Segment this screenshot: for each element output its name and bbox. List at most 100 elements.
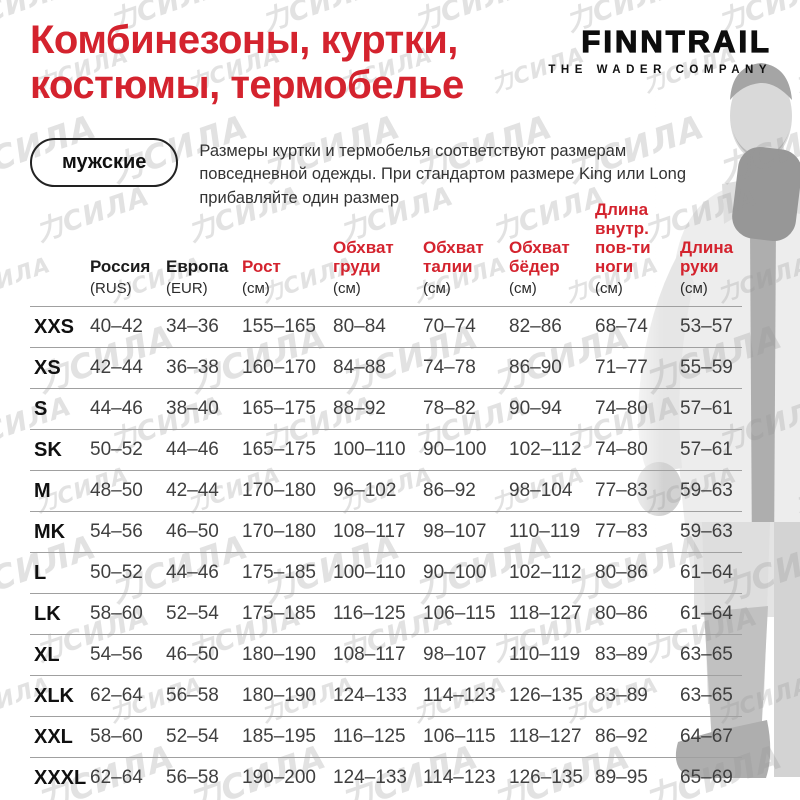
size-value: 83–89 — [595, 644, 648, 666]
size-value: 65–69 — [680, 767, 733, 789]
size-value: 59–63 — [680, 480, 733, 502]
column-header: Обхват талии (см) — [423, 238, 509, 297]
size-value: 114–123 — [423, 685, 496, 707]
size-value: 44–46 — [90, 398, 143, 420]
size-value: 86–92 — [595, 726, 648, 748]
size-label: XXS — [34, 315, 75, 338]
size-value: 56–58 — [166, 685, 219, 707]
column-header-label: Длина руки — [680, 238, 734, 277]
gender-badge: мужские — [30, 138, 179, 187]
size-value: 110–119 — [509, 521, 581, 543]
size-value: 118–127 — [509, 726, 582, 748]
size-value: 126–135 — [509, 767, 583, 789]
column-header-unit: (RUS) — [90, 280, 132, 298]
size-label: MK — [34, 520, 66, 543]
size-value: 90–100 — [423, 439, 487, 461]
table-row: SK 50–52 44–46 165–175 100–110 90–100 102–112 7… — [30, 429, 742, 470]
brand-name: FINNTRAIL — [581, 23, 772, 59]
size-value: 55–59 — [680, 357, 733, 379]
size-value: 185–195 — [242, 726, 316, 748]
column-header: Длина руки (см) — [680, 238, 742, 297]
size-value: 56–58 — [166, 767, 219, 789]
column-header-unit: (см) — [595, 280, 623, 298]
table-row: XXL 58–60 52–54 185–195 116–125 106–115 118–12… — [30, 716, 742, 757]
column-header-label: Европа — [166, 257, 229, 277]
column-header-unit: (EUR) — [166, 280, 208, 298]
man-photo — [618, 52, 800, 800]
column-header: Европа (EUR) — [166, 257, 242, 297]
column-header-label: Длина внутр. пов-ти ноги — [595, 200, 651, 277]
size-value: 124–133 — [333, 767, 407, 789]
size-value: 102–112 — [509, 439, 582, 461]
size-value: 59–63 — [680, 521, 733, 543]
size-value: 74–80 — [595, 439, 648, 461]
size-value: 110–119 — [509, 644, 581, 666]
size-value: 52–54 — [166, 603, 219, 625]
table-row: L 50–52 44–46 175–185 100–110 90–100 102–112 80… — [30, 552, 742, 593]
table-row: MK 54–56 46–50 170–180 108–117 98–107 110–119 7… — [30, 511, 742, 552]
size-value: 57–61 — [680, 439, 733, 461]
size-value: 50–52 — [90, 562, 143, 584]
size-value: 80–86 — [595, 562, 648, 584]
size-value: 61–64 — [680, 562, 733, 584]
size-value: 86–90 — [509, 357, 562, 379]
size-value: 165–175 — [242, 398, 316, 420]
size-value: 34–36 — [166, 316, 219, 338]
column-header-unit: (см) — [333, 280, 361, 298]
page-title-line1: Комбинезоны, куртки, — [30, 18, 458, 62]
size-value: 42–44 — [90, 357, 143, 379]
size-value: 64–67 — [680, 726, 733, 748]
size-value: 165–175 — [242, 439, 316, 461]
size-value: 98–107 — [423, 521, 487, 543]
size-value: 190–200 — [242, 767, 316, 789]
size-value: 100–110 — [333, 439, 406, 461]
size-value: 78–82 — [423, 398, 476, 420]
size-value: 42–44 — [166, 480, 219, 502]
size-value: 96–102 — [333, 480, 397, 502]
size-value: 106–115 — [423, 603, 496, 625]
size-value: 82–86 — [509, 316, 562, 338]
boot-shape — [675, 720, 771, 778]
size-value: 106–115 — [423, 726, 496, 748]
size-value: 90–100 — [423, 562, 487, 584]
size-value: 114–123 — [423, 767, 496, 789]
table-row: XLK 62–64 56–58 180–190 124–133 114–123 126–13… — [30, 675, 742, 716]
size-value: 44–46 — [166, 439, 219, 461]
size-value: 40–42 — [90, 316, 143, 338]
size-label: S — [34, 397, 48, 420]
size-table: Россия (RUS) Европа (EUR) Рост (см) Обхват груд… — [30, 200, 742, 798]
size-label: XS — [34, 356, 61, 379]
table-row: M 48–50 42–44 170–180 96–102 86–92 98–104 77–83… — [30, 470, 742, 511]
size-label: XLK — [34, 684, 74, 707]
size-value: 102–112 — [509, 562, 582, 584]
table-row: XS 42–44 36–38 160–170 84–88 74–78 86–90 71–77 5… — [30, 347, 742, 388]
size-value: 80–86 — [595, 603, 648, 625]
size-value: 100–110 — [333, 562, 406, 584]
column-header-unit: (см) — [509, 280, 537, 298]
size-value: 84–88 — [333, 357, 386, 379]
size-value: 68–74 — [595, 316, 648, 338]
size-value: 118–127 — [509, 603, 582, 625]
size-value: 61–64 — [680, 603, 733, 625]
size-value: 89–95 — [595, 767, 648, 789]
size-note: Размеры куртки и термобелья соответствую… — [199, 142, 687, 207]
table-row: LK 58–60 52–54 175–185 116–125 106–115 118–127… — [30, 593, 742, 634]
size-value: 54–56 — [90, 521, 143, 543]
page-title-line2: костюмы, термобелье — [30, 63, 464, 108]
size-value: 83–89 — [595, 685, 648, 707]
column-header-unit: (см) — [680, 280, 708, 298]
column-header: Рост (см) — [242, 257, 333, 297]
size-value: 108–117 — [333, 521, 406, 543]
scarf-shape — [732, 146, 800, 242]
column-header-unit: (см) — [242, 280, 270, 298]
size-value: 36–38 — [166, 357, 219, 379]
wader-shape — [704, 606, 768, 744]
size-value: 57–61 — [680, 398, 733, 420]
size-value: 52–54 — [166, 726, 219, 748]
column-header-label: Обхват бёдер — [509, 238, 570, 277]
brand-tagline: THE WADER COMPANY — [548, 64, 772, 76]
column-header-unit: (см) — [423, 280, 451, 298]
size-value: 53–57 — [680, 316, 733, 338]
size-value: 38–40 — [166, 398, 219, 420]
size-value: 126–135 — [509, 685, 583, 707]
